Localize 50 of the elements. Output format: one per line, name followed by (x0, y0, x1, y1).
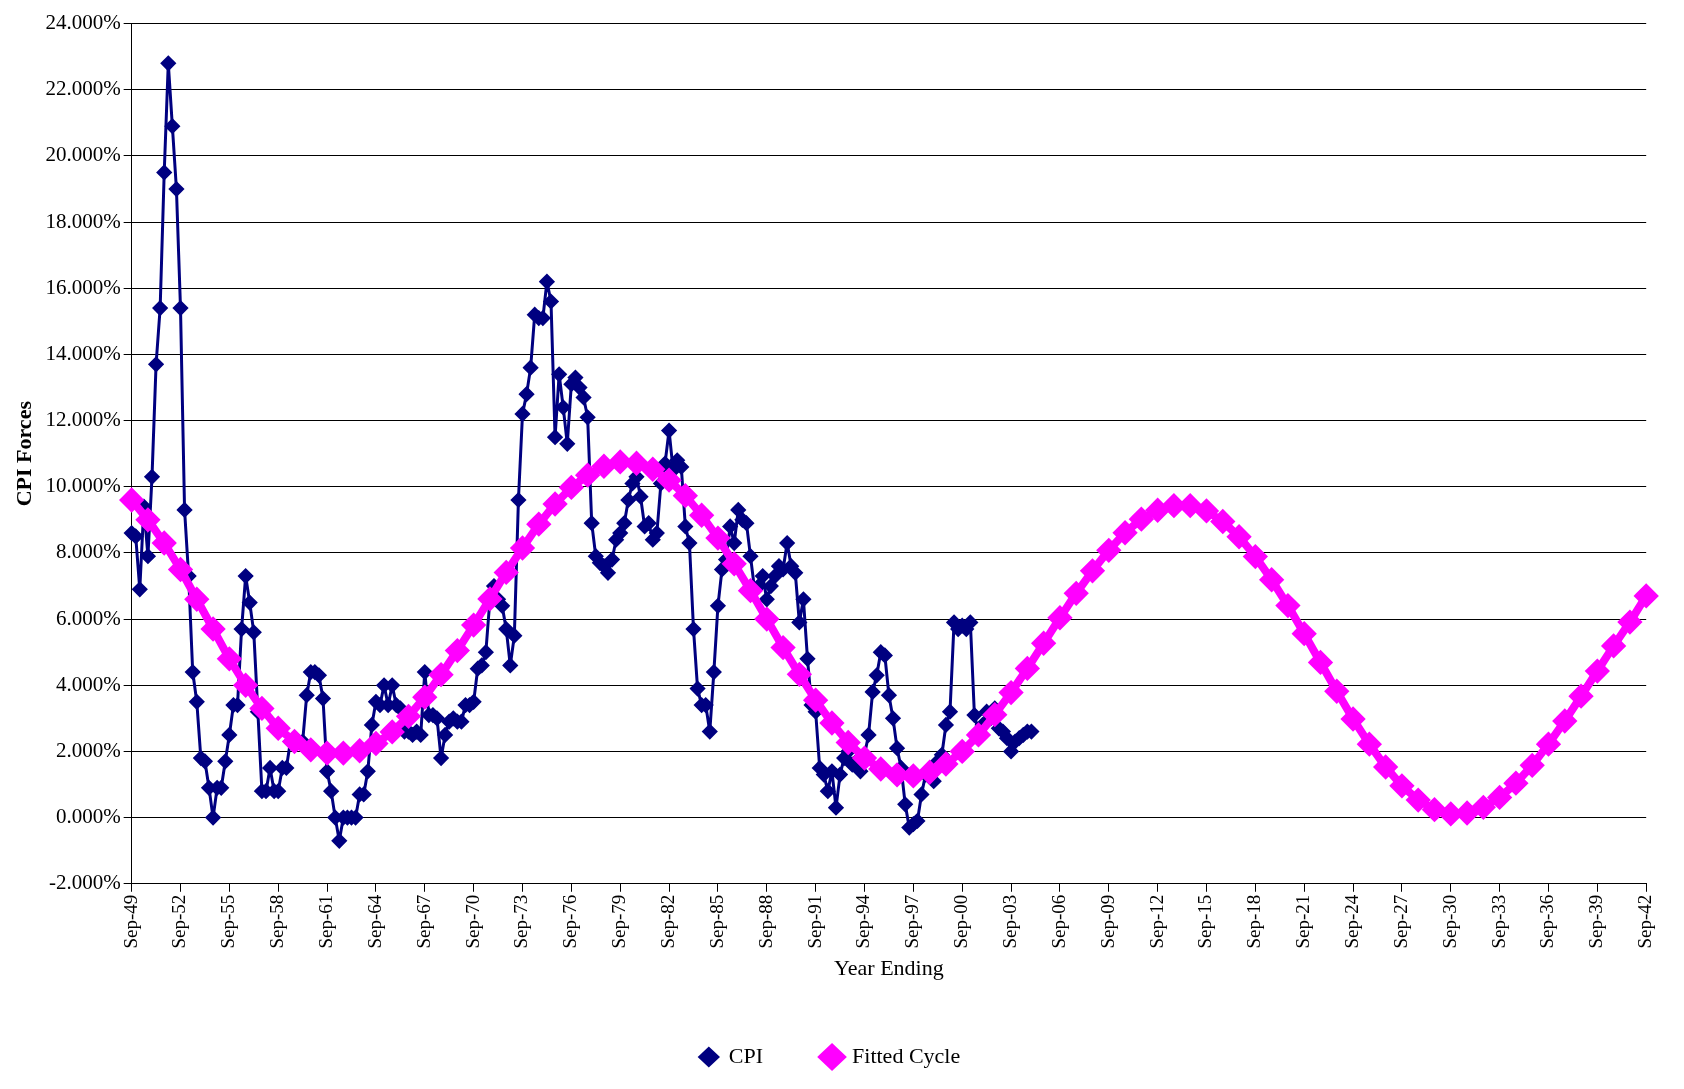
legend-label: Fitted Cycle (852, 1042, 961, 1068)
x-tick-label: Sep-39 (1585, 894, 1607, 949)
x-tick-label: Sep-00 (950, 894, 972, 949)
x-tick-label: Sep-21 (1292, 894, 1314, 949)
x-tick-label: Sep-85 (705, 894, 727, 949)
y-tick-label: 14.000% (45, 340, 121, 365)
x-tick-label: Sep-82 (657, 894, 679, 949)
y-tick-label: 4.000% (55, 671, 121, 696)
x-tick-label: Sep-61 (315, 894, 337, 949)
x-tick-label: Sep-24 (1341, 894, 1363, 949)
y-tick-label: 24.000% (45, 10, 121, 35)
y-axis-title: CPI Forces (10, 400, 36, 507)
x-tick-label: Sep-67 (412, 894, 434, 949)
y-tick-label: 16.000% (45, 274, 121, 299)
x-tick-label: Sep-36 (1536, 894, 1558, 949)
x-tick-label: Sep-70 (461, 894, 483, 949)
x-tick-label: Sep-42 (1634, 894, 1656, 949)
x-tick-label: Sep-55 (217, 894, 239, 949)
y-tick-label: 20.000% (45, 142, 121, 167)
x-tick-label: Sep-64 (363, 894, 385, 949)
y-tick-label: 8.000% (55, 539, 121, 564)
y-tick-label: 10.000% (45, 473, 121, 498)
legend-label: CPI (728, 1042, 764, 1068)
x-tick-label: Sep-30 (1438, 894, 1460, 949)
x-tick-label: Sep-18 (1243, 894, 1265, 949)
x-tick-label: Sep-73 (510, 894, 532, 949)
x-tick-label: Sep-79 (608, 894, 630, 949)
x-tick-label: Sep-76 (559, 894, 581, 949)
x-tick-label: Sep-91 (803, 894, 825, 949)
x-tick-label: Sep-15 (1194, 894, 1216, 949)
y-tick-label: -2.000% (48, 870, 121, 895)
y-tick-label: 12.000% (45, 407, 121, 432)
y-tick-label: 2.000% (55, 737, 121, 762)
x-tick-label: Sep-88 (754, 894, 776, 949)
y-tick-label: 22.000% (45, 76, 121, 101)
y-tick-label: 18.000% (45, 208, 121, 233)
x-axis-title: Year Ending (834, 954, 944, 980)
x-tick-label: Sep-94 (852, 894, 874, 949)
x-tick-label: Sep-33 (1487, 894, 1509, 949)
x-tick-label: Sep-03 (999, 894, 1021, 949)
x-tick-label: Sep-12 (1145, 894, 1167, 949)
x-tick-label: Sep-06 (1047, 894, 1069, 949)
y-tick-label: 6.000% (55, 605, 121, 630)
x-tick-label: Sep-58 (266, 894, 288, 949)
x-tick-label: Sep-49 (119, 894, 141, 949)
x-tick-label: Sep-97 (901, 894, 923, 949)
x-tick-label: Sep-27 (1389, 894, 1411, 949)
y-tick-label: 0.000% (55, 804, 121, 829)
x-tick-label: Sep-52 (168, 894, 190, 949)
x-tick-label: Sep-09 (1096, 894, 1118, 949)
